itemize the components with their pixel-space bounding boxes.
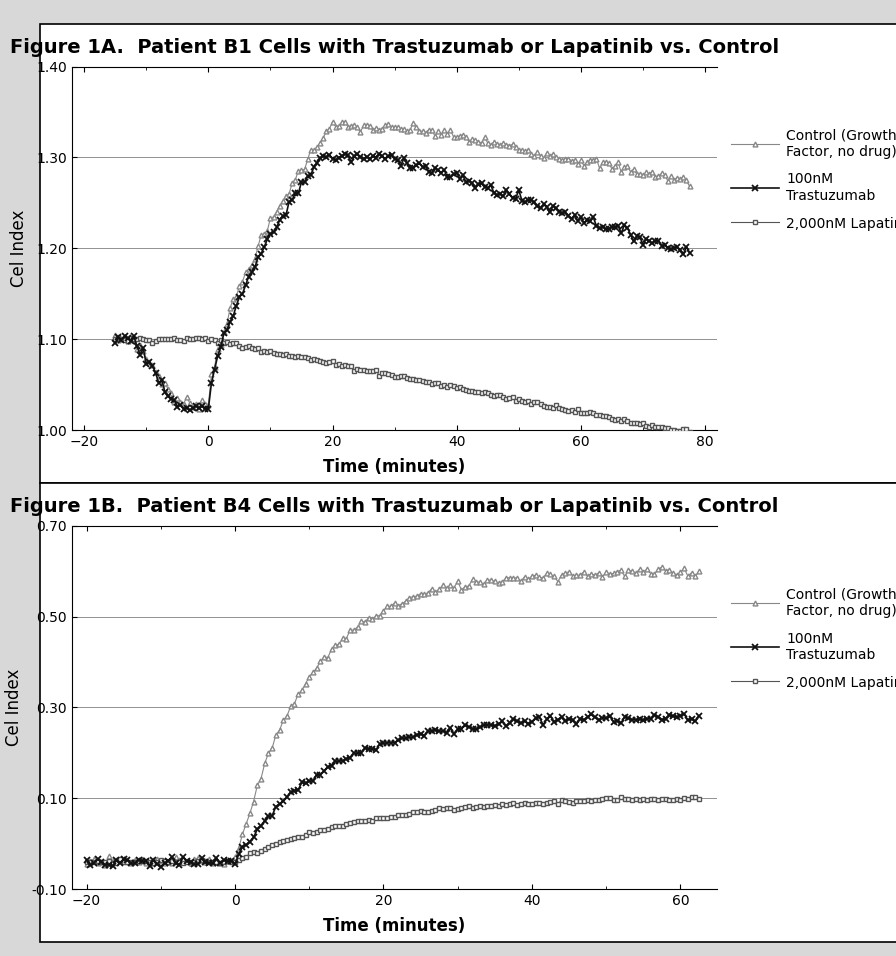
- Control (Growth
Factor, no drug): [493, 577, 504, 589]
- Y-axis label: Cel Index: Cel Index: [4, 669, 23, 746]
- 100nM
Trastuzumab: [109, 337, 120, 349]
- Control (Growth
Factor, no drug): [255, 773, 266, 785]
- 100nM
Trastuzumab: [448, 168, 459, 180]
- 2,000nM Lapatinib: [444, 380, 455, 391]
- Line: Control (Growth
Factor, no drug): Control (Growth Factor, no drug): [84, 565, 701, 867]
- 2,000nM Lapatinib: [200, 333, 211, 344]
- 100nM
Trastuzumab: [689, 716, 700, 728]
- Title: Figure 1A.  Patient B1 Cells with Trastuzumab or Lapatinib vs. Control: Figure 1A. Patient B1 Cells with Trastuz…: [10, 38, 779, 57]
- 2,000nM Lapatinib: [109, 334, 120, 345]
- Control (Growth
Factor, no drug): [389, 121, 400, 133]
- 100nM
Trastuzumab: [255, 820, 266, 832]
- 100nM
Trastuzumab: [553, 206, 564, 218]
- Control (Growth
Factor, no drug): [643, 168, 654, 180]
- Line: 100nM
Trastuzumab: 100nM Trastuzumab: [112, 151, 692, 414]
- 100nM
Trastuzumab: [82, 854, 92, 865]
- 100nM
Trastuzumab: [493, 719, 504, 730]
- 100nM
Trastuzumab: [684, 248, 694, 259]
- 100nM
Trastuzumab: [200, 403, 211, 415]
- Legend: Control (Growth
Factor, no drug), 100nM
Trastuzumab, 2,000nM Lapatinib: Control (Growth Factor, no drug), 100nM …: [730, 128, 896, 230]
- X-axis label: Time (minutes): Time (minutes): [323, 916, 465, 934]
- 2,000nM Lapatinib: [659, 793, 670, 804]
- Control (Growth
Factor, no drug): [553, 154, 564, 165]
- 2,000nM Lapatinib: [96, 857, 107, 868]
- Control (Growth
Factor, no drug): [109, 329, 120, 340]
- 2,000nM Lapatinib: [148, 858, 159, 869]
- Control (Growth
Factor, no drug): [684, 181, 694, 192]
- 100nM
Trastuzumab: [474, 722, 485, 733]
- Control (Growth
Factor, no drug): [472, 136, 483, 147]
- 100nM
Trastuzumab: [185, 404, 195, 416]
- Legend: Control (Growth
Factor, no drug), 100nM
Trastuzumab, 2,000nM Lapatinib: Control (Growth Factor, no drug), 100nM …: [730, 587, 896, 689]
- 100nM
Trastuzumab: [643, 235, 654, 247]
- Title: Figure 1B.  Patient B4 Cells with Trastuzumab or Lapatinib vs. Control: Figure 1B. Patient B4 Cells with Trastuz…: [11, 497, 778, 516]
- 100nM
Trastuzumab: [678, 708, 689, 720]
- 2,000nM Lapatinib: [82, 857, 92, 868]
- 100nM
Trastuzumab: [96, 857, 107, 868]
- 2,000nM Lapatinib: [255, 845, 266, 857]
- Line: 2,000nM Lapatinib: 2,000nM Lapatinib: [84, 794, 701, 865]
- 100nM
Trastuzumab: [659, 713, 670, 725]
- 2,000nM Lapatinib: [493, 800, 504, 812]
- Control (Growth
Factor, no drug): [693, 566, 703, 577]
- 2,000nM Lapatinib: [386, 370, 397, 381]
- 2,000nM Lapatinib: [693, 793, 703, 805]
- 100nM
Trastuzumab: [693, 710, 703, 722]
- Line: 2,000nM Lapatinib: 2,000nM Lapatinib: [113, 335, 692, 435]
- Control (Growth
Factor, no drug): [99, 859, 110, 871]
- Control (Growth
Factor, no drug): [194, 403, 204, 415]
- Control (Growth
Factor, no drug): [448, 131, 459, 142]
- Line: Control (Growth
Factor, no drug): Control (Growth Factor, no drug): [113, 120, 692, 412]
- Control (Growth
Factor, no drug): [96, 857, 107, 868]
- 100nM
Trastuzumab: [155, 861, 166, 873]
- 2,000nM Lapatinib: [684, 426, 694, 438]
- 100nM
Trastuzumab: [389, 154, 400, 165]
- Control (Growth
Factor, no drug): [200, 399, 211, 410]
- Control (Growth
Factor, no drug): [327, 116, 338, 127]
- 2,000nM Lapatinib: [470, 386, 480, 398]
- Y-axis label: Cel Index: Cel Index: [10, 210, 28, 287]
- Line: 100nM
Trastuzumab: 100nM Trastuzumab: [83, 710, 702, 870]
- 100nM
Trastuzumab: [472, 179, 483, 190]
- 2,000nM Lapatinib: [113, 332, 124, 343]
- 2,000nM Lapatinib: [474, 800, 485, 812]
- Control (Growth
Factor, no drug): [663, 564, 674, 576]
- 2,000nM Lapatinib: [689, 792, 700, 803]
- Control (Growth
Factor, no drug): [474, 576, 485, 588]
- 2,000nM Lapatinib: [550, 400, 561, 411]
- Control (Growth
Factor, no drug): [689, 571, 700, 582]
- 2,000nM Lapatinib: [640, 421, 650, 432]
- 2,000nM Lapatinib: [685, 792, 696, 803]
- 100nM
Trastuzumab: [351, 148, 362, 160]
- X-axis label: Time (minutes): Time (minutes): [323, 457, 465, 475]
- Control (Growth
Factor, no drug): [82, 858, 92, 870]
- Control (Growth
Factor, no drug): [656, 561, 667, 573]
